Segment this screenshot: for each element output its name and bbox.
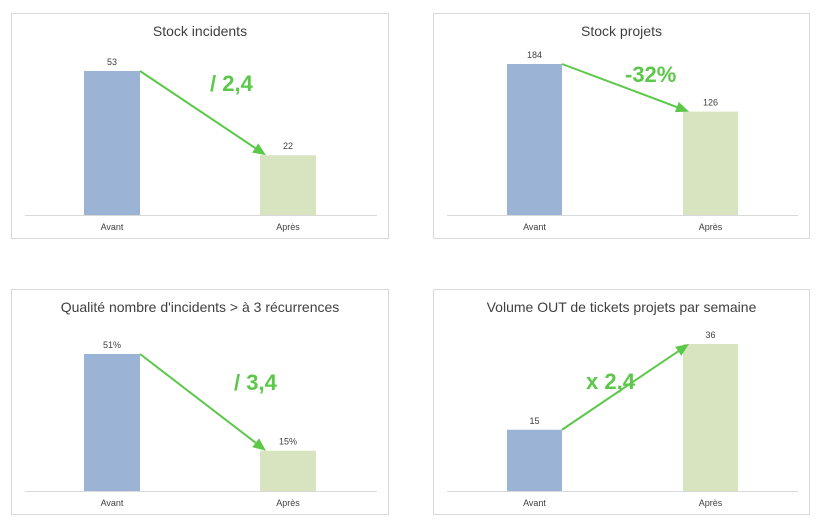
tick-label: Après (276, 222, 300, 232)
chart-title: Volume OUT de tickets projets par semain… (486, 299, 757, 315)
tick-label: Avant (523, 498, 546, 508)
tick-label: Avant (101, 498, 124, 508)
data-label: 184 (527, 50, 542, 60)
bar-avant (84, 71, 140, 215)
data-label: 15 (529, 416, 539, 426)
data-label: 126 (703, 98, 718, 108)
trend-arrow-head (674, 101, 689, 113)
tick-label: Avant (523, 222, 546, 232)
data-label: 36 (705, 330, 715, 340)
trend-arrow-head (675, 344, 689, 356)
data-label: 22 (283, 141, 293, 151)
chart-svg: 53 Avant 22 Après / 2,4 (25, 57, 377, 232)
chart-panel-volume-out-tickets: Volume OUT de tickets projets par semain… (433, 289, 810, 515)
data-label: 51% (103, 340, 121, 350)
trend-arrow-line (139, 70, 256, 149)
data-label: 53 (107, 57, 117, 67)
tick-label: Après (699, 222, 723, 232)
bar-apres (260, 450, 316, 491)
bar-apres (260, 155, 316, 215)
change-annotation: / 3,4 (234, 370, 278, 395)
trend-arrow-head (252, 438, 266, 451)
chart-title: Stock projets (581, 23, 662, 39)
trend-arrow-line (561, 350, 679, 431)
bar-apres (683, 111, 738, 215)
chart-title: Qualité nombre d'incidents > à 3 récurre… (60, 299, 340, 315)
tick-label: Après (699, 498, 723, 508)
chart-panel-qualite-incidents: Qualité nombre d'incidents > à 3 récurre… (11, 289, 389, 515)
chart-title: Stock incidents (152, 23, 248, 39)
change-annotation: / 2,4 (210, 71, 254, 96)
change-annotation: x 2,4 (586, 369, 636, 394)
trend-arrow-line (561, 63, 678, 108)
bar-avant (507, 429, 562, 491)
chart-svg: 15 Avant 36 Après x 2,4 (447, 330, 798, 508)
tick-label: Après (276, 498, 300, 508)
bar-avant (507, 64, 562, 215)
data-label: 15% (279, 437, 297, 447)
trend-arrow-head (252, 143, 266, 156)
chart-svg: 51% Avant 15% Après / 3,4 (25, 340, 377, 508)
trend-arrow-line (139, 353, 257, 444)
tick-label: Avant (101, 222, 124, 232)
bar-apres (683, 344, 738, 491)
chart-panel-stock-projets: Stock projets 184 Avant 126 Après -32% (433, 13, 810, 239)
bar-avant (84, 354, 140, 491)
chart-panel-stock-incidents: Stock incidents 53 Avant 22 Après / 2,4 (11, 13, 389, 239)
chart-svg: 184 Avant 126 Après -32% (447, 50, 798, 232)
change-annotation: -32% (625, 62, 676, 87)
